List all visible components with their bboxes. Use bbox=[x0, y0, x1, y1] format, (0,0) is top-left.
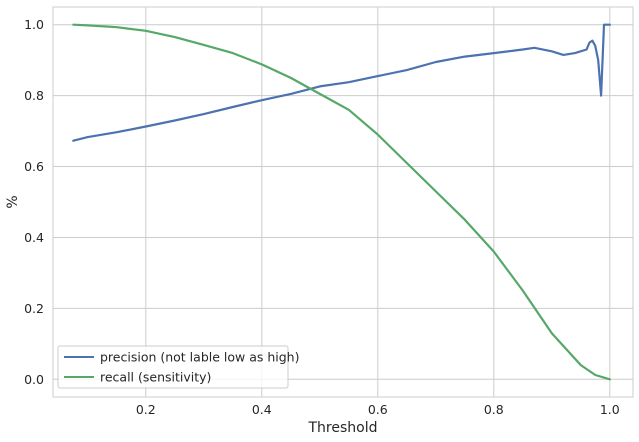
y-axis-label: % bbox=[5, 195, 21, 208]
legend-box bbox=[57, 345, 289, 389]
y-tick-label: 0.0 bbox=[24, 372, 44, 387]
x-tick-labels: 0.2 0.4 0.6 0.8 1.0 bbox=[136, 402, 620, 417]
x-tick-label: 1.0 bbox=[600, 402, 620, 417]
y-tick-label: 0.8 bbox=[24, 88, 44, 103]
y-tick-label: 0.6 bbox=[24, 159, 44, 174]
grid bbox=[53, 7, 633, 397]
y-tick-labels: 0.0 0.2 0.4 0.6 0.8 1.0 bbox=[24, 17, 44, 387]
y-tick-label: 1.0 bbox=[24, 17, 44, 32]
legend-label-recall: recall (sensitivity) bbox=[100, 370, 211, 385]
plot-area bbox=[52, 6, 634, 398]
y-tick-label: 0.2 bbox=[24, 301, 44, 316]
y-tick-label: 0.4 bbox=[24, 230, 44, 245]
series-layer bbox=[72, 23, 611, 381]
x-tick-label: 0.2 bbox=[136, 402, 156, 417]
legend: precision (not lable low as high) recall… bbox=[57, 345, 299, 389]
series-line-recall bbox=[72, 23, 611, 381]
x-tick-label: 0.8 bbox=[484, 402, 504, 417]
x-tick-label: 0.4 bbox=[252, 402, 272, 417]
series-line-precision bbox=[72, 23, 611, 142]
x-tick-label: 0.6 bbox=[368, 402, 388, 417]
legend-label-precision: precision (not lable low as high) bbox=[100, 350, 299, 365]
x-axis-label: Threshold bbox=[308, 420, 378, 436]
